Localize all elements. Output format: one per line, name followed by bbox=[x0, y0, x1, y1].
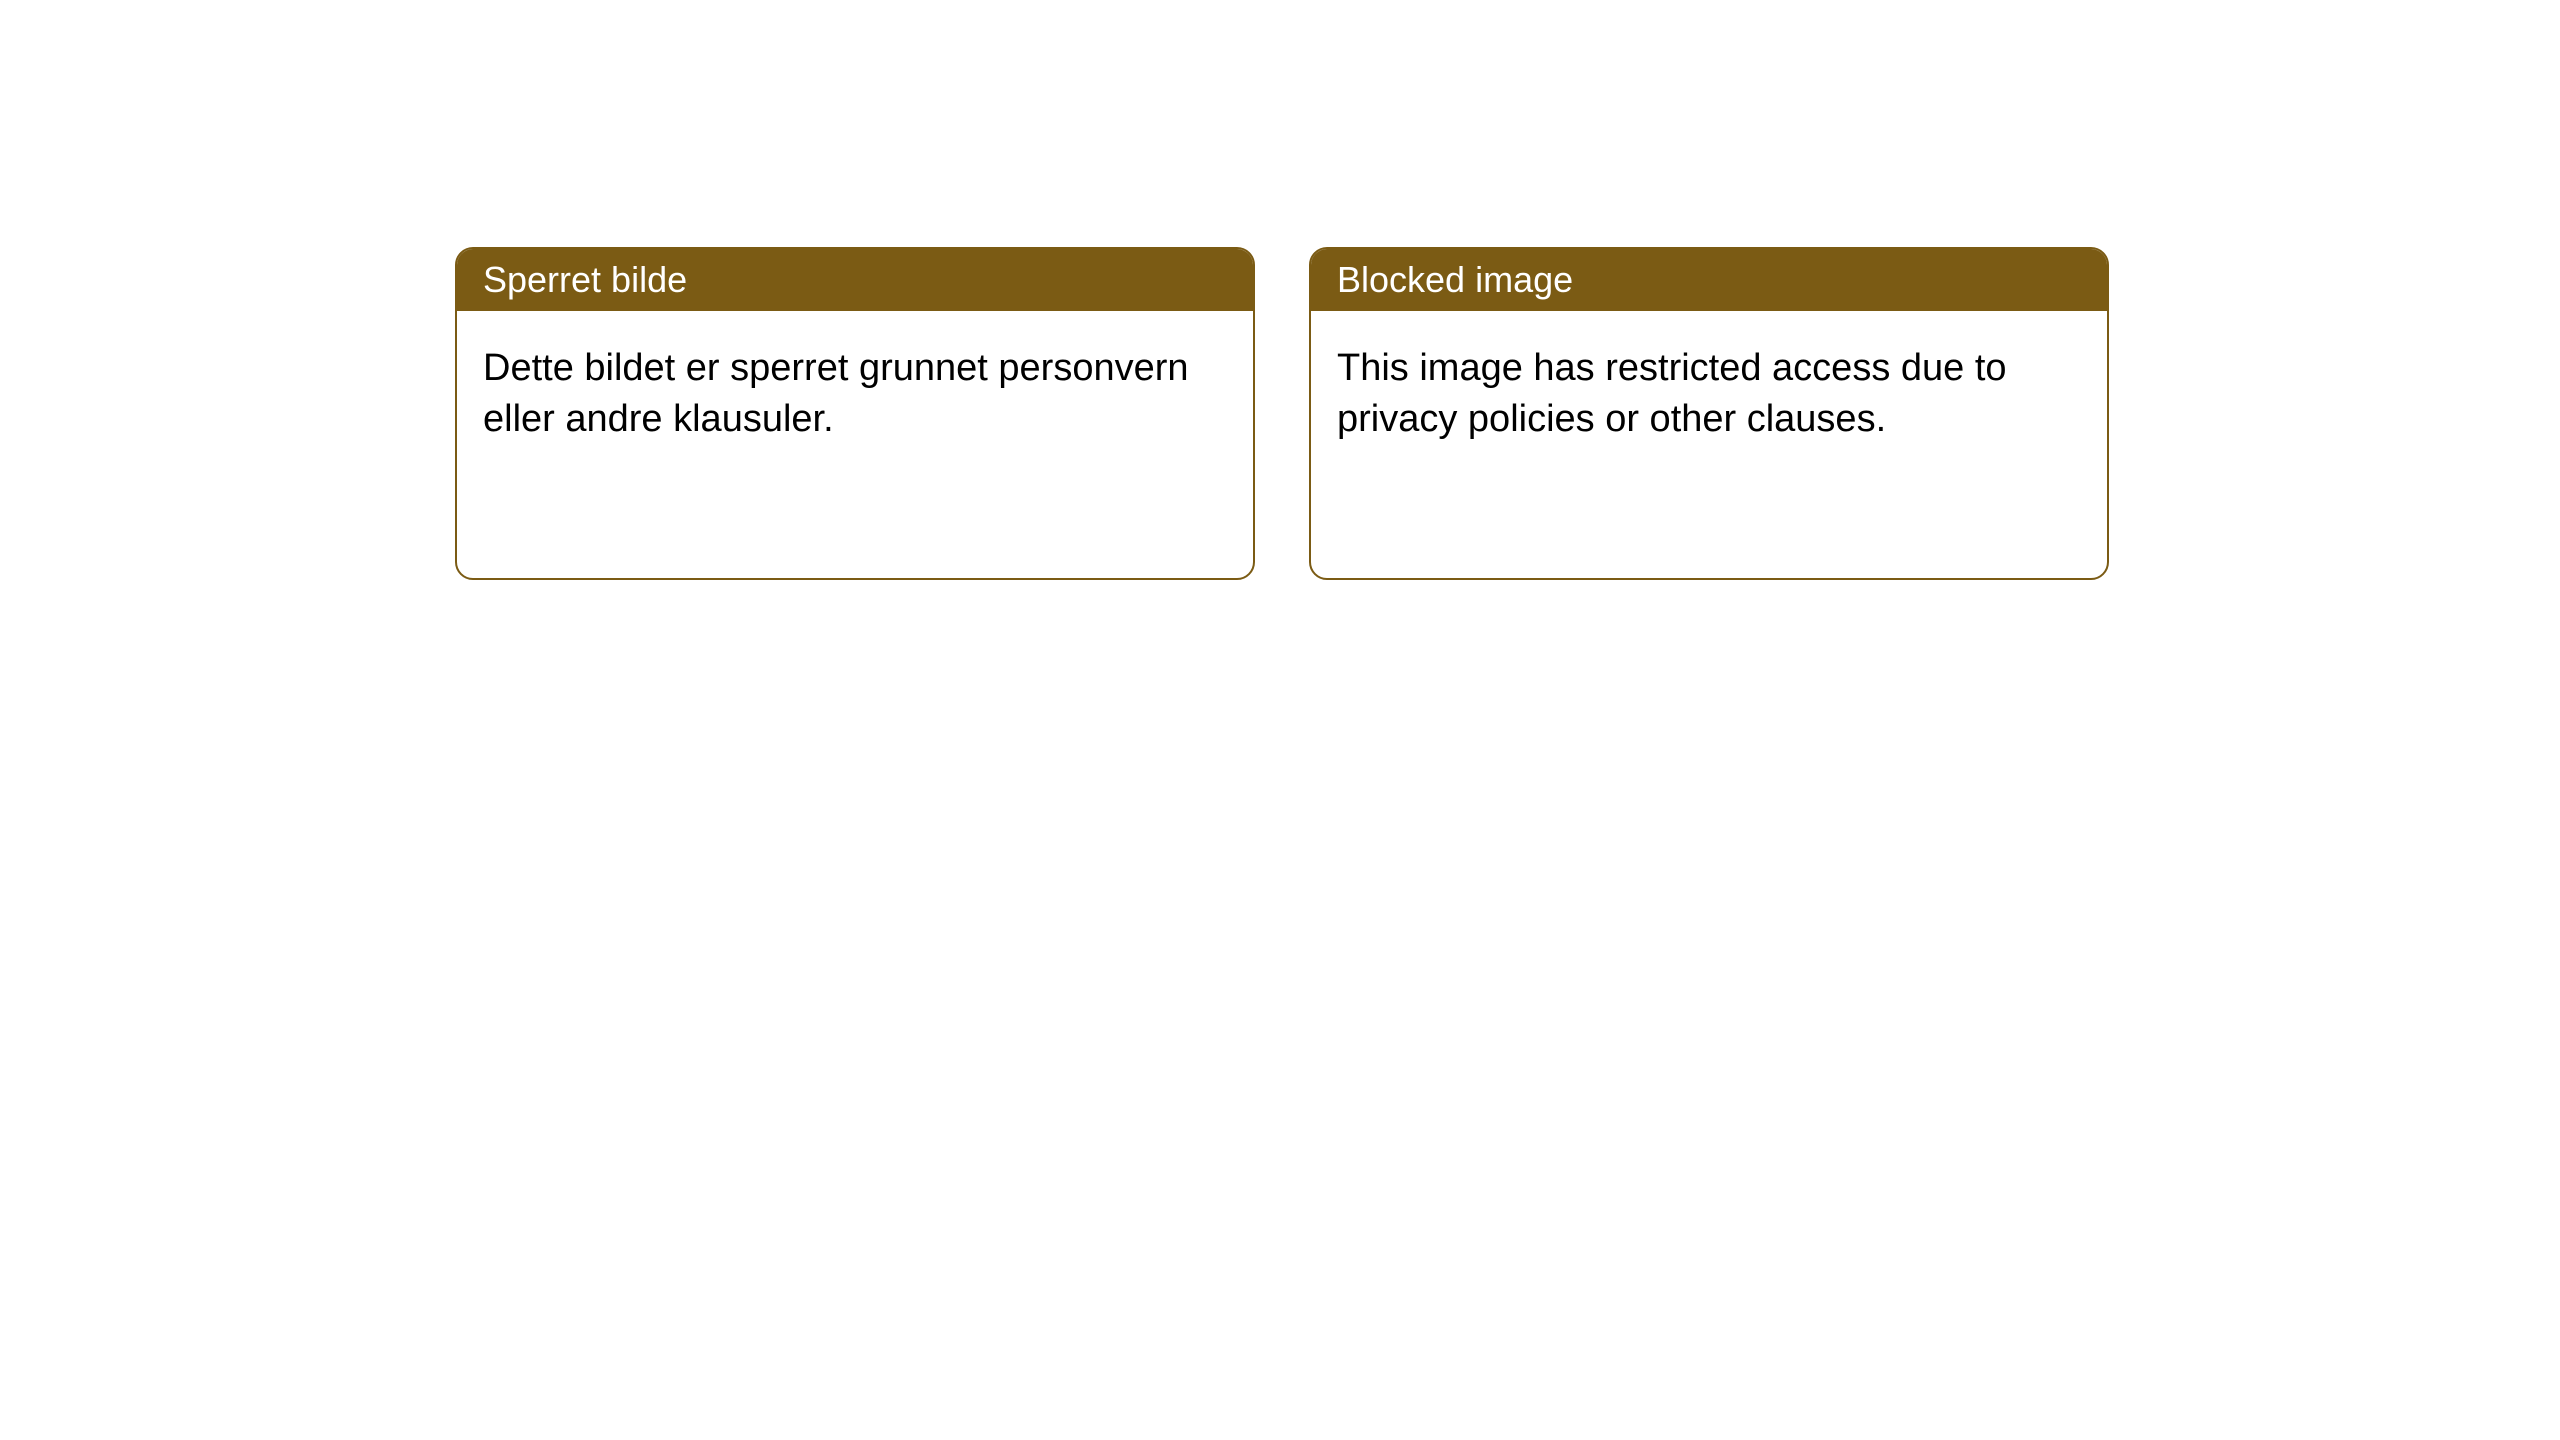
notice-header: Sperret bilde bbox=[457, 249, 1253, 311]
notice-header: Blocked image bbox=[1311, 249, 2107, 311]
notice-container: Sperret bilde Dette bildet er sperret gr… bbox=[455, 247, 2109, 580]
notice-body: This image has restricted access due to … bbox=[1311, 311, 2107, 478]
notice-card-english: Blocked image This image has restricted … bbox=[1309, 247, 2109, 580]
notice-card-norwegian: Sperret bilde Dette bildet er sperret gr… bbox=[455, 247, 1255, 580]
notice-body: Dette bildet er sperret grunnet personve… bbox=[457, 311, 1253, 478]
